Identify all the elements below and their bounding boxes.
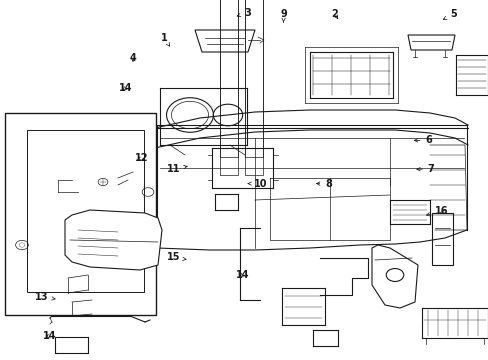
Polygon shape <box>371 245 417 308</box>
Bar <box>27 130 144 292</box>
Polygon shape <box>431 213 452 265</box>
Bar <box>244 0 263 157</box>
Text: 10: 10 <box>247 179 267 189</box>
Polygon shape <box>195 30 254 52</box>
Bar <box>220 0 238 175</box>
Text: 9: 9 <box>280 9 286 22</box>
Text: 16: 16 <box>426 206 448 216</box>
Polygon shape <box>65 210 162 270</box>
Text: 14: 14 <box>118 83 132 93</box>
Text: 4: 4 <box>129 53 136 63</box>
Text: 7: 7 <box>416 164 434 174</box>
Bar <box>244 0 263 175</box>
Text: 8: 8 <box>316 179 331 189</box>
Text: 14: 14 <box>42 330 56 341</box>
Text: 6: 6 <box>413 135 431 145</box>
Text: 2: 2 <box>331 9 338 19</box>
Bar <box>220 0 238 157</box>
Text: 3: 3 <box>237 8 251 18</box>
Text: 13: 13 <box>35 292 55 302</box>
Text: 1: 1 <box>160 33 169 46</box>
Text: 14: 14 <box>235 270 249 280</box>
Text: 15: 15 <box>166 252 186 262</box>
Text: 5: 5 <box>443 9 456 19</box>
Bar <box>5 113 156 315</box>
Text: 12: 12 <box>134 153 148 163</box>
Polygon shape <box>407 35 454 50</box>
Text: 11: 11 <box>166 164 187 174</box>
